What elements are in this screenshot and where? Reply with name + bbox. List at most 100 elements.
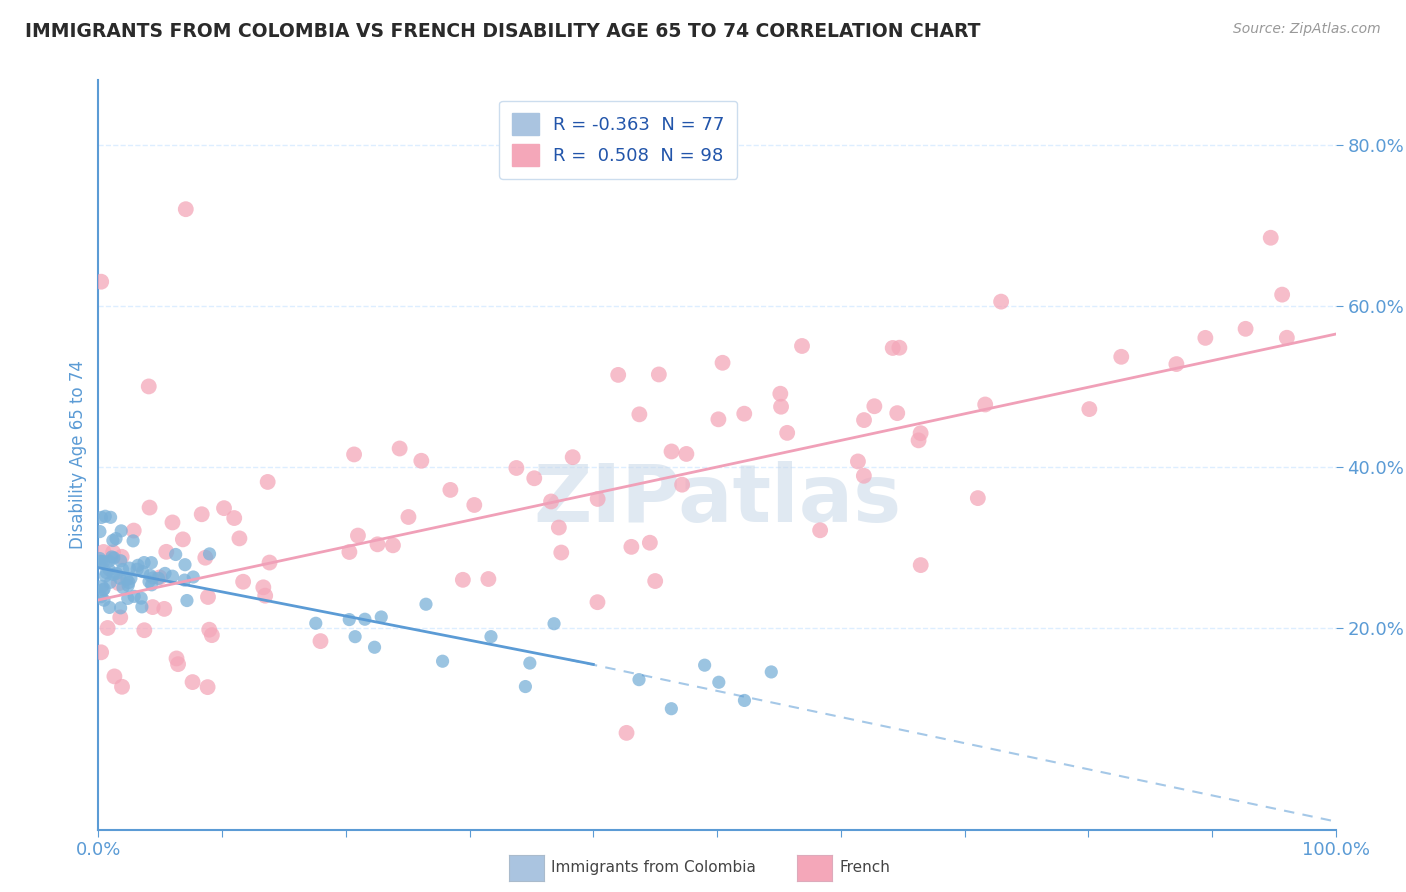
Point: [451, 573, 474, 587]
Point: [309, 634, 332, 648]
Point: [103, 550, 125, 565]
Point: [134, 624, 156, 638]
Point: [129, 591, 152, 606]
Point: [707, 412, 730, 426]
Point: [343, 447, 366, 461]
Point: [463, 498, 485, 512]
Point: [89, 554, 111, 568]
Y-axis label: Disability Age 65 to 74: Disability Age 65 to 74: [69, 360, 87, 549]
Point: [176, 593, 198, 607]
Point: [162, 516, 184, 530]
Point: [1078, 402, 1101, 417]
Point: [675, 447, 697, 461]
Point: [181, 570, 204, 584]
Point: [252, 580, 274, 594]
Point: [131, 599, 153, 614]
Legend: R = -0.363  N = 77, R =  0.508  N = 98: R = -0.363 N = 77, R = 0.508 N = 98: [499, 101, 737, 179]
Point: [770, 400, 793, 414]
Point: [966, 491, 988, 505]
Point: [354, 612, 377, 626]
Point: [586, 491, 609, 506]
Point: [173, 573, 195, 587]
Point: [776, 425, 799, 440]
Point: [89, 524, 111, 539]
Point: [122, 590, 145, 604]
Point: [153, 566, 176, 581]
Point: [910, 426, 932, 441]
Point: [1260, 231, 1282, 245]
Point: [439, 483, 461, 497]
Point: [105, 532, 128, 546]
Point: [519, 656, 541, 670]
Point: [93, 593, 115, 607]
Point: [990, 294, 1012, 309]
Point: [93, 545, 115, 559]
Text: Immigrants from Colombia: Immigrants from Colombia: [551, 861, 756, 875]
Point: [98, 575, 121, 590]
Point: [118, 575, 141, 590]
Point: [167, 657, 190, 672]
Point: [194, 550, 217, 565]
Point: [616, 726, 638, 740]
Text: IMMIGRANTS FROM COLOMBIA VS FRENCH DISABILITY AGE 65 TO 74 CORRELATION CHART: IMMIGRANTS FROM COLOMBIA VS FRENCH DISAB…: [25, 22, 981, 41]
Point: [122, 533, 145, 548]
Point: [89, 551, 111, 566]
Point: [228, 532, 250, 546]
Point: [142, 600, 165, 615]
Point: [101, 549, 124, 564]
Point: [381, 538, 404, 552]
Point: [111, 549, 134, 564]
Point: [90, 554, 112, 568]
Point: [110, 524, 132, 538]
Point: [733, 693, 755, 707]
Point: [110, 600, 132, 615]
Point: [141, 556, 163, 570]
Point: [671, 477, 693, 491]
Point: [1166, 357, 1188, 371]
Point: [90, 590, 112, 604]
Point: [347, 528, 370, 542]
Point: [138, 500, 160, 515]
Point: [540, 494, 562, 508]
Point: [166, 651, 188, 665]
Point: [117, 591, 139, 606]
Point: [648, 368, 671, 382]
Point: [138, 379, 160, 393]
Point: [110, 554, 132, 568]
Point: [148, 571, 170, 585]
Point: [155, 545, 177, 559]
Point: [1109, 350, 1132, 364]
Point: [366, 537, 388, 551]
Point: [515, 680, 537, 694]
Point: [197, 590, 219, 604]
Point: [127, 562, 149, 576]
Point: [259, 556, 281, 570]
Point: [846, 454, 869, 468]
Point: [103, 567, 125, 582]
Point: [98, 563, 121, 577]
Point: [93, 555, 115, 569]
Point: [90, 645, 112, 659]
Point: [111, 581, 134, 595]
Point: [142, 571, 165, 585]
Point: [693, 658, 716, 673]
Point: [198, 547, 221, 561]
Point: [149, 570, 172, 584]
Point: [132, 556, 155, 570]
Point: [628, 408, 651, 422]
Point: [122, 524, 145, 538]
Point: [165, 548, 187, 562]
Point: [852, 468, 875, 483]
Point: [907, 434, 929, 448]
Point: [479, 630, 502, 644]
Point: [224, 511, 246, 525]
Point: [363, 640, 385, 655]
Point: [100, 510, 122, 524]
Point: [411, 454, 433, 468]
Point: [232, 574, 254, 589]
Point: [305, 616, 328, 631]
Point: [181, 675, 204, 690]
Point: [127, 558, 149, 573]
Point: [117, 578, 139, 592]
Point: [638, 535, 661, 549]
